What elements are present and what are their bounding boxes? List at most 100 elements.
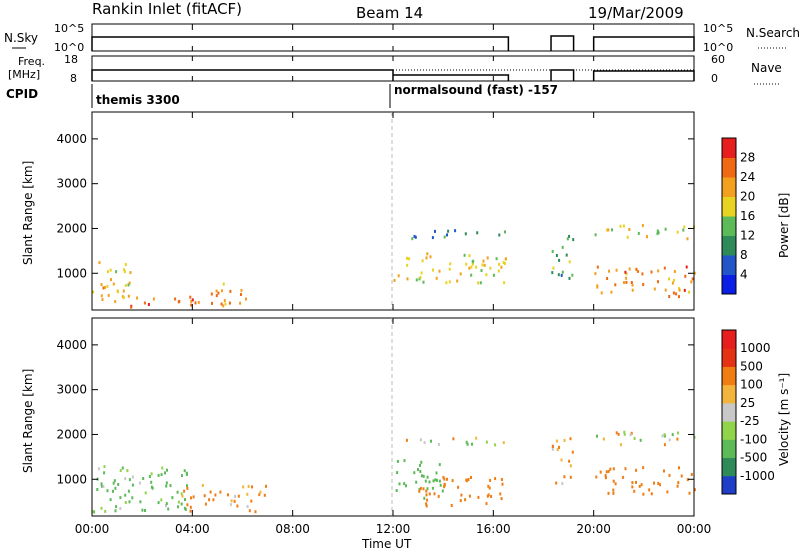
power-cell: [189, 295, 192, 299]
velocity-cell: [468, 494, 471, 498]
nsky-tick-bottom: 10^0: [54, 41, 84, 54]
velocity-cell: [425, 489, 428, 493]
velocity-cell: [185, 471, 188, 475]
velocity-cell: [446, 477, 448, 481]
velocity-cell: [177, 500, 180, 504]
velocity-cell: [233, 499, 236, 503]
colorbar-tick-label: 500: [740, 359, 763, 373]
velocity-cell: [477, 495, 480, 499]
power-cell: [646, 235, 648, 239]
y-tick-label: 3000: [56, 383, 87, 397]
power-cell: [240, 293, 242, 296]
power-cell: [100, 294, 103, 298]
colorbar-swatch: [722, 384, 736, 404]
velocity-cell: [437, 443, 440, 446]
power-cell: [456, 279, 459, 283]
velocity-cell: [148, 475, 151, 478]
power-heatmap: [92, 224, 696, 309]
velocity-cell: [237, 494, 240, 498]
velocity-cell: [631, 485, 634, 489]
velocity-cell: [623, 430, 626, 434]
power-cell: [691, 277, 694, 281]
velocity-cell: [265, 484, 267, 488]
power-cell: [477, 281, 480, 285]
velocity-cell: [139, 500, 142, 504]
velocity-cell: [465, 440, 468, 444]
power-cell: [464, 232, 467, 236]
velocity-cell: [677, 481, 680, 485]
velocity-cell: [415, 480, 418, 484]
velocity-cell: [251, 485, 253, 489]
power-cell: [425, 256, 428, 260]
velocity-cell: [100, 482, 103, 486]
power-cell: [686, 237, 689, 241]
colorbar-swatch: [722, 177, 736, 197]
power-cell: [622, 224, 625, 228]
velocity-cell: [425, 502, 428, 506]
velocity-cell: [638, 484, 641, 488]
power-cell: [229, 289, 232, 293]
velocity-cell: [607, 491, 610, 495]
power-cell: [419, 276, 422, 280]
velocity-colorbar: 1000 500 100 25 -25 -100 -500 -1000: [721, 329, 775, 495]
velocity-cell: [560, 458, 563, 462]
velocity-cell: [236, 504, 239, 508]
nsky-tick-top: 10^5: [54, 22, 84, 35]
velocity-cell: [124, 477, 127, 481]
velocity-cell: [624, 467, 627, 471]
velocity-cell: [470, 476, 472, 479]
velocity-cell: [563, 439, 566, 442]
power-cell: [557, 273, 560, 277]
power-cell: [504, 230, 506, 234]
velocity-cell: [671, 433, 674, 437]
power-cell: [127, 294, 130, 298]
velocity-cell: [676, 437, 679, 441]
power-cell: [688, 290, 691, 294]
velocity-cell: [263, 493, 266, 497]
velocity-cell: [437, 494, 440, 498]
velocity-cell: [103, 471, 106, 475]
velocity-cell: [676, 484, 679, 488]
power-cell: [551, 271, 554, 275]
velocity-cell: [234, 494, 237, 498]
power-cell: [561, 245, 564, 249]
velocity-cell: [119, 507, 122, 510]
colorbar-swatch: [722, 366, 736, 386]
power-cell: [631, 283, 634, 287]
velocity-cell: [467, 478, 470, 481]
velocity-cell: [650, 492, 653, 496]
velocity-cell: [219, 490, 222, 494]
velocity-cell: [161, 466, 164, 470]
power-cell: [637, 231, 640, 235]
velocity-cell: [189, 509, 192, 513]
power-cell: [426, 252, 429, 256]
velocity-cell: [181, 494, 184, 498]
velocity-cell: [189, 505, 192, 509]
power-cell: [572, 238, 575, 242]
power-cell: [664, 227, 667, 231]
velocity-cell: [693, 488, 696, 492]
velocity-cell: [419, 470, 422, 473]
velocity-cell: [157, 501, 160, 505]
power-cell: [117, 290, 119, 294]
velocity-cell: [612, 467, 615, 471]
colorbar-tick-label: 25: [740, 396, 755, 410]
velocity-cell: [419, 463, 421, 467]
velocity-cell: [131, 475, 134, 479]
cpid-label: CPID: [6, 87, 38, 101]
power-cell: [693, 271, 696, 275]
velocity-cell: [144, 491, 147, 495]
velocity-cell: [551, 447, 554, 451]
power-cell: [107, 270, 109, 274]
velocity-cell: [563, 475, 566, 479]
power-cell: [448, 267, 451, 271]
velocity-cell: [663, 469, 665, 473]
colorbar-tick-label: 100: [740, 378, 763, 392]
velocity-cell: [677, 431, 679, 435]
freq-trace: [91, 69, 695, 81]
colorbar-frame: [721, 137, 737, 295]
power-cell: [623, 281, 625, 284]
colorbar-frame: [721, 329, 737, 495]
freq-line: [91, 69, 695, 81]
power-cell: [434, 229, 436, 233]
